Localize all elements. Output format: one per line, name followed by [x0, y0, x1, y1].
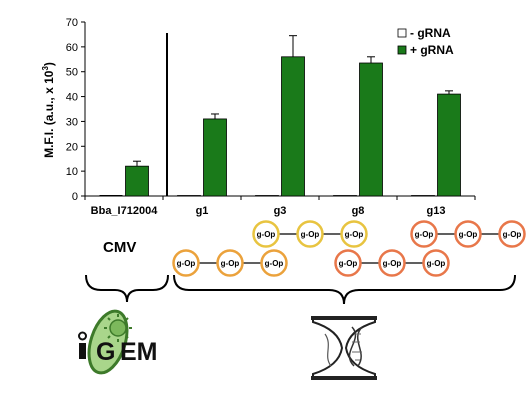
logo-i-stem — [79, 343, 86, 359]
operator-label: g-Op — [503, 230, 522, 239]
operator-label: g-Op — [257, 230, 276, 239]
logo-letter-g: G — [96, 338, 115, 366]
operator-circle — [378, 249, 406, 277]
bar-plus-grna — [203, 118, 227, 197]
operator-label: g-Op — [415, 230, 434, 239]
y-tick-label: 30 — [66, 116, 78, 128]
operator-circle — [454, 220, 482, 248]
legend-label-minus: - gRNA — [410, 26, 451, 40]
y-tick-label: 40 — [66, 92, 78, 104]
operator-label: g-Op — [265, 259, 284, 268]
y-tick-label: 10 — [66, 166, 78, 178]
operator-circle — [296, 220, 324, 248]
x-tick-label: g3 — [274, 205, 287, 217]
operator-circle — [216, 249, 244, 277]
dna-hourglass-icon — [311, 316, 377, 380]
operator-circle — [410, 220, 438, 248]
legend-swatch-minus — [397, 28, 407, 38]
operator-circle — [260, 249, 288, 277]
x-tick-label: g1 — [196, 205, 209, 217]
y-ticks: 0 10 20 30 40 50 60 70 — [66, 17, 85, 203]
operator-circle — [498, 220, 526, 248]
y-tick-label: 70 — [66, 17, 78, 29]
brace-left — [85, 274, 169, 303]
operator-circle — [334, 249, 362, 277]
legend-swatch-plus — [397, 45, 407, 55]
operator-label: g-Op — [459, 230, 478, 239]
bar-plus-grna — [281, 56, 305, 197]
logo-virus-icon — [104, 314, 132, 342]
x-tick-label: Bba_I712004 — [91, 205, 159, 217]
operator-label: g-Op — [383, 259, 402, 268]
x-ticks: Bba_I712004 g1 g3 g8 g13 — [84, 196, 476, 217]
operator-circle — [252, 220, 280, 248]
y-axis-title: M.F.I. (a.u., x 103) — [41, 62, 56, 158]
operator-circle — [340, 220, 368, 248]
legend-label-plus: + gRNA — [410, 43, 454, 57]
bar-plus-grna — [437, 93, 461, 197]
operator-diagrams: g-Op g-Op g-Op g-Op g-Op g-Op g-Op g-Op g-Op g-Op… — [172, 220, 526, 277]
operator-label: g-Op — [339, 259, 358, 268]
operator-circle — [172, 249, 200, 277]
operator-label: g-Op — [221, 259, 240, 268]
operator-label: g-Op — [427, 259, 446, 268]
y-tick-label: 20 — [66, 141, 78, 153]
logo-letters-em: EM — [120, 338, 158, 366]
igem-logo: G EM — [78, 309, 158, 375]
x-tick-label: g13 — [427, 205, 446, 217]
bars — [99, 35, 461, 197]
operator-label: g-Op — [345, 230, 364, 239]
cmv-label: CMV — [103, 239, 136, 256]
y-tick-label: 0 — [72, 191, 78, 203]
y-tick-label: 60 — [66, 42, 78, 54]
x-tick-label: g8 — [352, 205, 365, 217]
bar-plus-grna — [359, 62, 383, 197]
operator-label: g-Op — [177, 259, 196, 268]
operator-circle — [422, 249, 450, 277]
bar-plus-grna — [125, 165, 149, 197]
brace-right — [173, 274, 516, 305]
operator-label: g-Op — [301, 230, 320, 239]
y-tick-label: 50 — [66, 67, 78, 79]
legend: - gRNA + gRNA — [397, 26, 454, 57]
logo-i-dot — [78, 331, 87, 341]
